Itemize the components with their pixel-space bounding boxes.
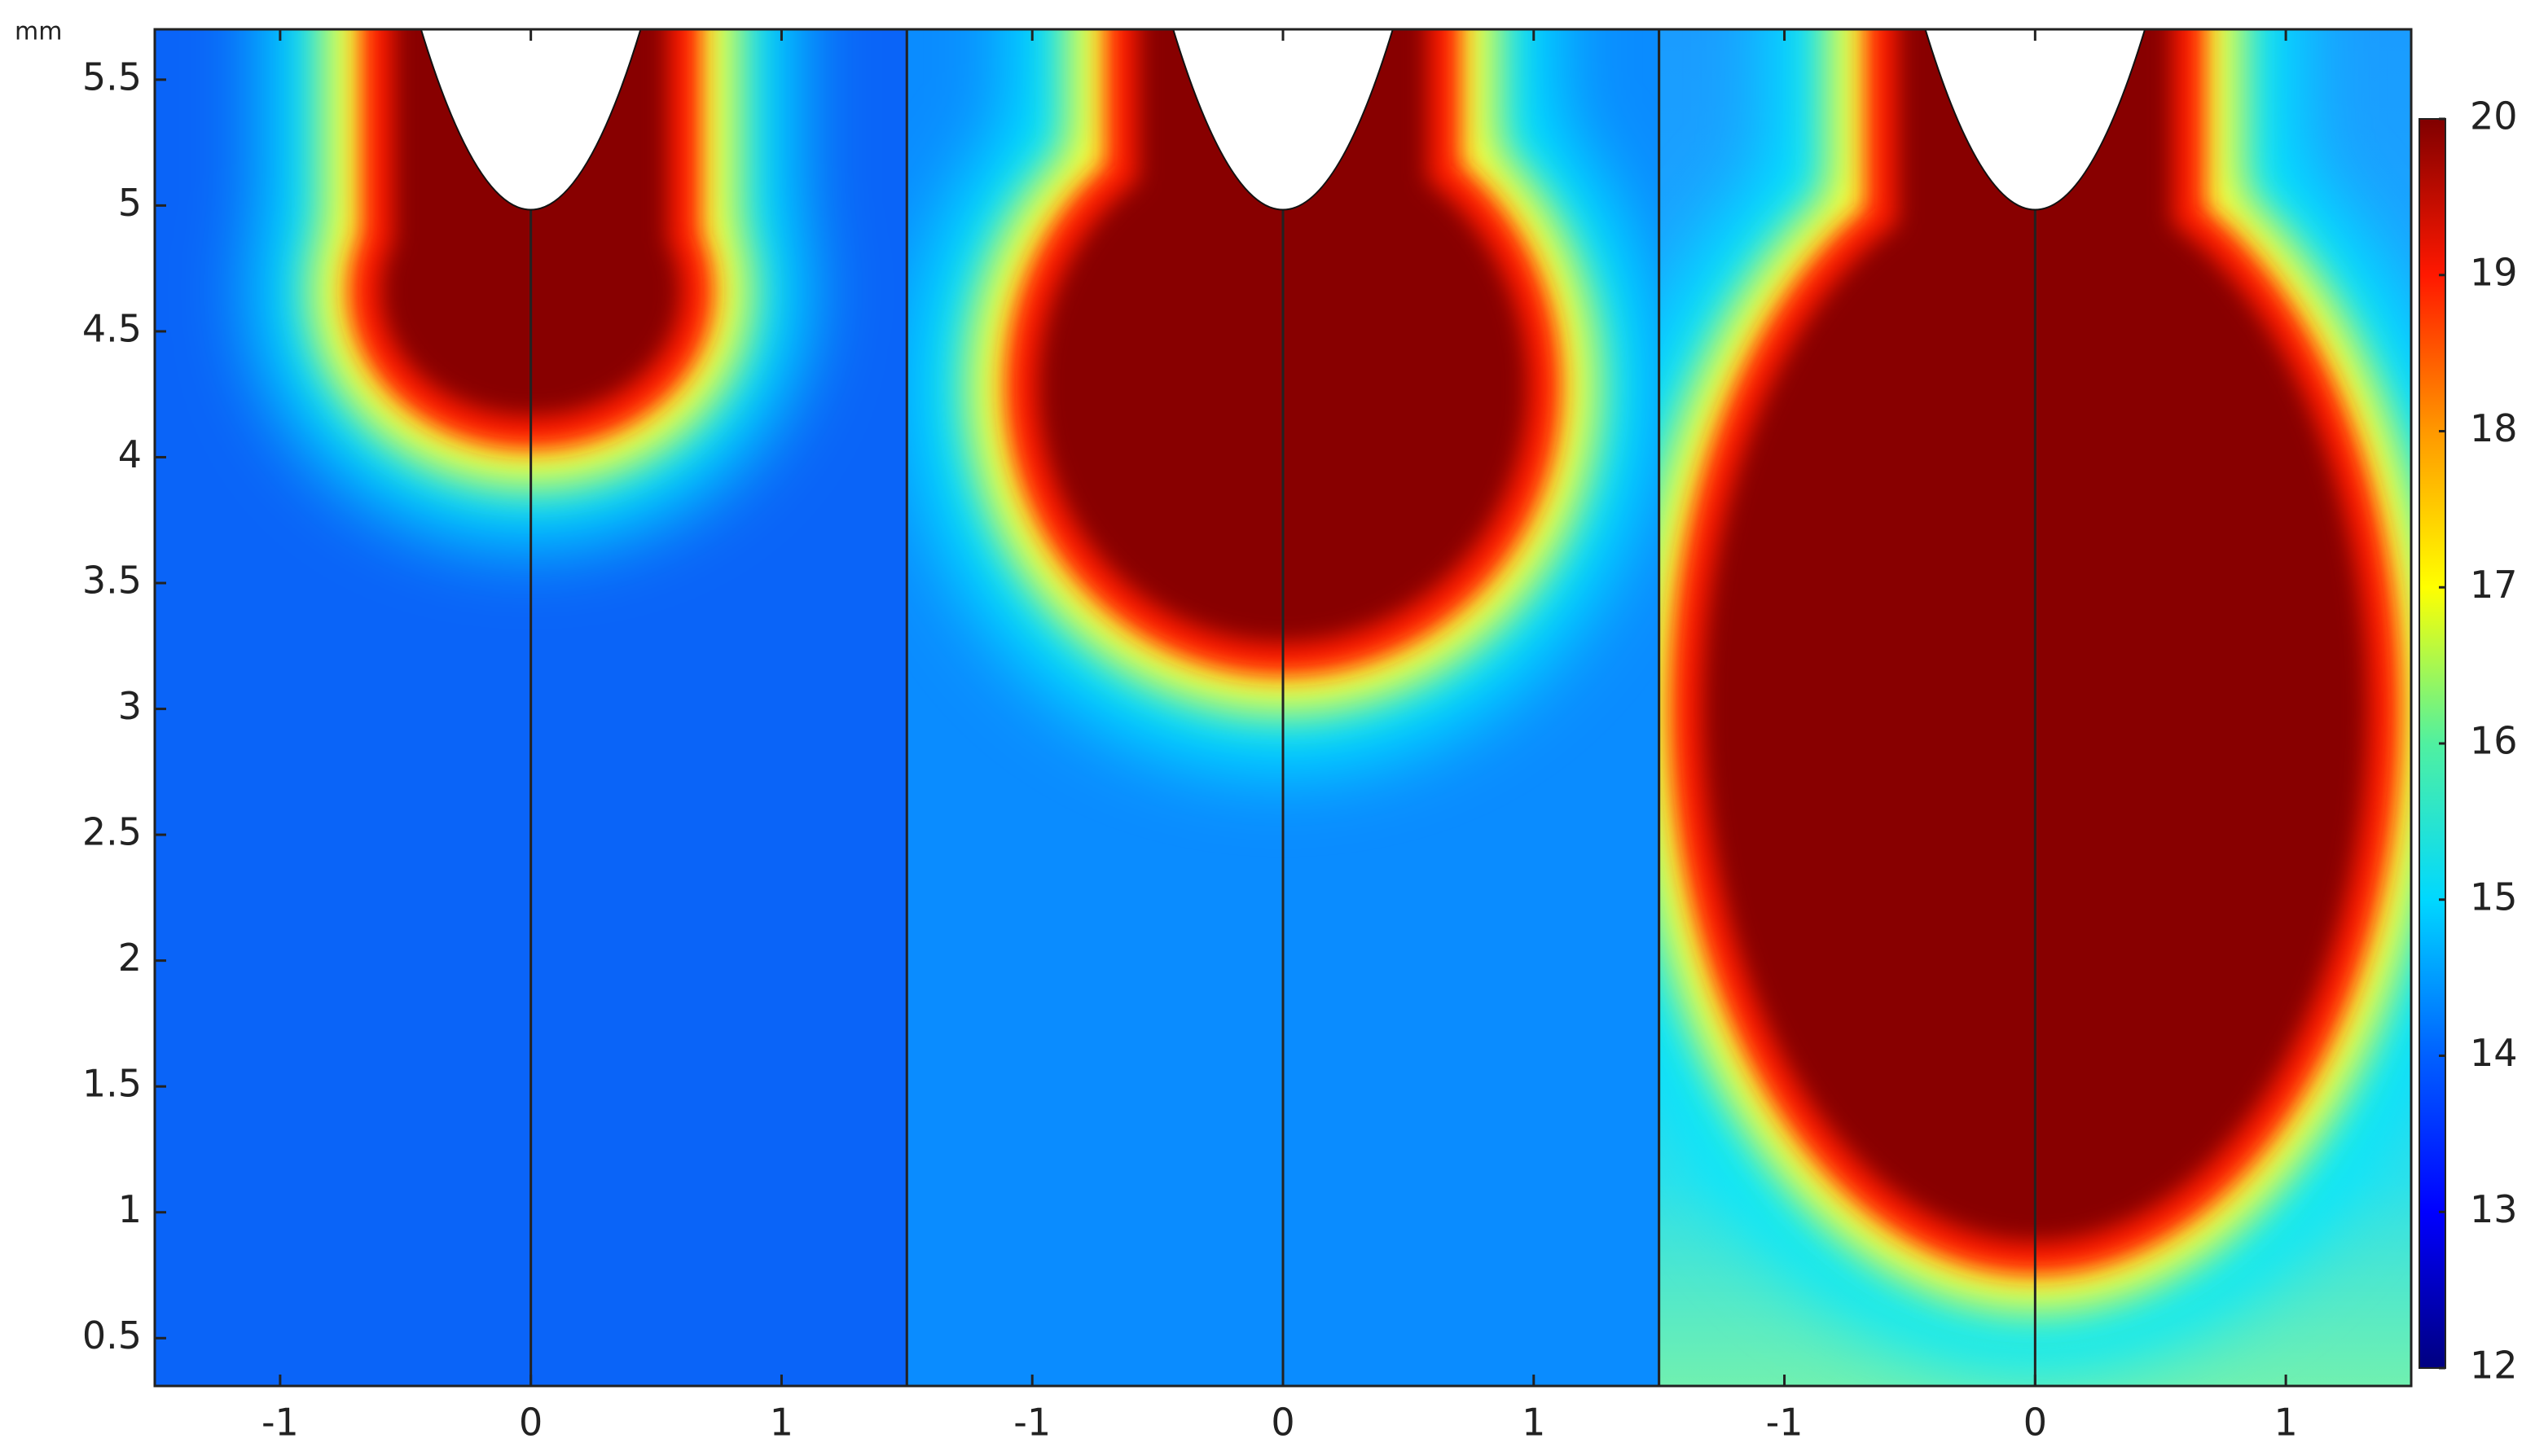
y-tick-label: 4: [118, 432, 142, 476]
y-tick-label: 3: [118, 684, 142, 728]
electrode: [420, 29, 642, 211]
x-tick-label: -1: [261, 1401, 299, 1445]
y-tick-label: 2.5: [82, 810, 142, 854]
y-tick-label: 0.5: [82, 1313, 142, 1357]
x-tick-label: 1: [2274, 1401, 2297, 1445]
x-tick-label: -1: [1013, 1401, 1051, 1445]
colorbar-tick-label: 19: [2470, 250, 2518, 294]
field-panel: [155, 29, 907, 1386]
x-tick-label: 0: [519, 1401, 543, 1445]
electrode: [1172, 29, 1394, 211]
colorbar-tick-label: 14: [2470, 1031, 2518, 1075]
colorbar-tick-label: 16: [2470, 719, 2518, 763]
y-unit: mm: [15, 18, 62, 46]
y-tick-label: 4.5: [82, 306, 142, 350]
x-tick-label: 1: [1522, 1401, 1545, 1445]
colorbar-tick-label: 12: [2470, 1344, 2518, 1388]
y-tick-label: 2: [118, 936, 142, 980]
colorbar-tick-label: 18: [2470, 406, 2518, 450]
y-tick-label: 1: [118, 1187, 142, 1231]
colorbar-tick-label: 20: [2470, 94, 2518, 138]
x-tick-label: 0: [1271, 1401, 1294, 1445]
colorbar-tick-label: 15: [2470, 875, 2518, 919]
colorbar-tick-label: 17: [2470, 563, 2518, 607]
field-panel: [907, 29, 1659, 1386]
electrode: [1924, 29, 2146, 211]
colorbar-tick-label: 13: [2470, 1187, 2518, 1231]
field-panel: [1659, 29, 2411, 1386]
y-tick-label: 5.5: [82, 55, 142, 99]
x-tick-label: 1: [770, 1401, 793, 1445]
y-tick-label: 1.5: [82, 1062, 142, 1106]
x-tick-label: -1: [1766, 1401, 1803, 1445]
x-tick-label: 0: [2023, 1401, 2047, 1445]
y-tick-label: 5: [118, 181, 142, 225]
y-tick-label: 3.5: [82, 559, 142, 603]
